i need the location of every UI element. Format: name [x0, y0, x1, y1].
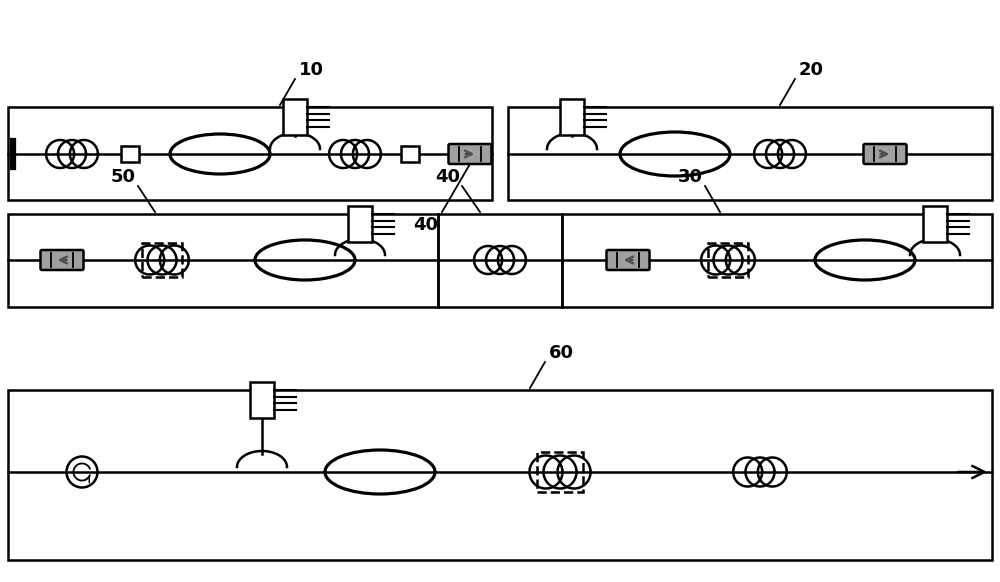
Text: 30: 30: [678, 168, 703, 186]
Bar: [537, 452, 583, 492]
Bar: [8, 214, 438, 307]
FancyBboxPatch shape: [606, 250, 650, 270]
Bar: [708, 243, 748, 278]
Bar: [562, 214, 992, 307]
Text: 10: 10: [299, 61, 324, 79]
Bar: [438, 214, 562, 307]
Bar: [560, 99, 584, 135]
Text: 60: 60: [549, 344, 574, 362]
Bar: [283, 99, 307, 135]
FancyBboxPatch shape: [40, 250, 84, 270]
Bar: [923, 206, 947, 242]
FancyBboxPatch shape: [449, 144, 492, 164]
Text: 20: 20: [799, 61, 824, 79]
Bar: [8, 107, 492, 200]
Text: 40: 40: [413, 216, 438, 234]
Bar: [348, 206, 372, 242]
Text: 40: 40: [435, 168, 460, 186]
Bar: [508, 107, 992, 200]
Bar: [142, 243, 182, 278]
Bar: [8, 390, 992, 560]
Bar: [400, 146, 419, 162]
Bar: [250, 382, 274, 418]
Text: 50: 50: [111, 168, 136, 186]
Bar: [121, 146, 139, 162]
FancyBboxPatch shape: [864, 144, 906, 164]
